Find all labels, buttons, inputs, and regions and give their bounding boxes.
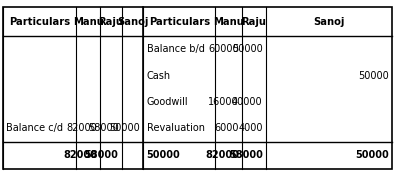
Text: 50000: 50000 xyxy=(355,150,389,160)
Text: Raju: Raju xyxy=(241,17,267,27)
Text: 50000: 50000 xyxy=(109,124,140,133)
Text: Goodwill: Goodwill xyxy=(147,97,188,107)
Text: Particulars: Particulars xyxy=(9,17,70,27)
Text: 60000: 60000 xyxy=(208,44,239,54)
Text: Cash: Cash xyxy=(147,71,171,81)
Text: 58000: 58000 xyxy=(85,150,118,160)
Text: 40000: 40000 xyxy=(232,97,263,107)
Text: 58000: 58000 xyxy=(88,124,118,133)
Text: 16000: 16000 xyxy=(208,97,239,107)
Text: Sanoj: Sanoj xyxy=(117,17,148,27)
Text: Balance c/d: Balance c/d xyxy=(6,124,63,133)
Text: 82000: 82000 xyxy=(66,124,97,133)
Text: 50000: 50000 xyxy=(358,71,389,81)
Text: Revaluation: Revaluation xyxy=(147,124,205,133)
Text: Manu: Manu xyxy=(73,17,103,27)
Text: 50000: 50000 xyxy=(232,44,263,54)
Text: 58000: 58000 xyxy=(229,150,263,160)
Text: Sanoj: Sanoj xyxy=(313,17,344,27)
Text: 4000: 4000 xyxy=(238,124,263,133)
Text: Manu: Manu xyxy=(213,17,244,27)
Text: Balance b/d: Balance b/d xyxy=(147,44,205,54)
Text: 82000: 82000 xyxy=(63,150,97,160)
Text: Particulars: Particulars xyxy=(149,17,210,27)
Text: 50000: 50000 xyxy=(147,150,180,160)
Text: Raju: Raju xyxy=(98,17,123,27)
Text: 82000: 82000 xyxy=(205,150,239,160)
Text: 6000: 6000 xyxy=(214,124,239,133)
